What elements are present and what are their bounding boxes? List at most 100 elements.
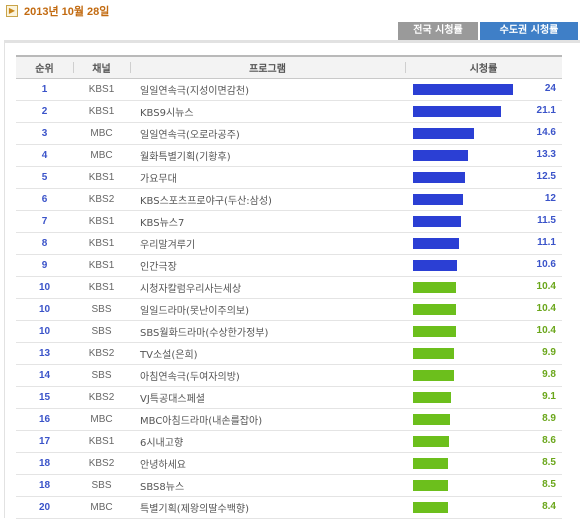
rating-cell: 9.9 [405,342,562,365]
rating-cell: 10.4 [405,298,562,321]
table-row: 5 KBS1 가요무대 12.5 [16,166,562,189]
channel-cell: KBS2 [73,342,130,365]
rating-bar [413,194,463,205]
channel-cell: SBS [73,320,130,343]
rating-cell: 8.5 [405,474,562,497]
rating-cell: 24 [405,78,562,101]
rating-value: 13.3 [536,149,556,160]
program-cell[interactable]: MBC아침드라마(내손를잡아) [130,408,405,431]
rating-cell: 21.1 [405,100,562,123]
table-body: 1 KBS1 일일연속극(지성이면감천) 24 2 KBS1 KBS9시뉴스 21.1 3 MBC… [16,78,562,519]
rank-cell: 3 [16,122,73,145]
rating-bar [413,436,449,447]
program-cell[interactable]: 안녕하세요 [130,452,405,475]
rating-value: 10.6 [536,259,556,270]
program-cell[interactable]: 시청자칼럼우리사는세상 [130,276,405,299]
program-cell[interactable]: 일일연속극(오로라공주) [130,122,405,145]
table-row: 20 MBC 특별기획(제왕의딸수백향) 8.4 [16,496,562,519]
table-row: 13 KBS2 TV소설(은희) 9.9 [16,342,562,365]
program-cell[interactable]: VJ특공대스페셜 [130,386,405,409]
rating-value: 9.8 [542,369,556,380]
rating-value: 10.4 [536,303,556,314]
table-row: 8 KBS1 우리말겨루기 11.1 [16,232,562,255]
rank-cell: 17 [16,430,73,453]
channel-cell: SBS [73,364,130,387]
channel-cell: MBC [73,496,130,519]
rating-bar [413,128,474,139]
column-header-program: 프로그램 [130,55,405,79]
program-cell[interactable]: 인간극장 [130,254,405,277]
program-cell[interactable]: 우리말겨루기 [130,232,405,255]
rank-cell: 18 [16,474,73,497]
rank-cell: 5 [16,166,73,189]
rating-cell: 8.4 [405,496,562,519]
rating-bar [413,414,450,425]
table-row: 10 SBS SBS월화드라마(수상한가정부) 10.4 [16,320,562,343]
program-cell[interactable]: KBS뉴스7 [130,210,405,233]
channel-cell: SBS [73,474,130,497]
program-cell[interactable]: KBS스포츠프로야구(두산:삼성) [130,188,405,211]
program-cell[interactable]: 아침연속극(두여자의방) [130,364,405,387]
program-cell[interactable]: 일일연속극(지성이면감천) [130,78,405,101]
table-row: 1 KBS1 일일연속극(지성이면감천) 24 [16,78,562,101]
rating-cell: 9.8 [405,364,562,387]
rating-cell: 14.6 [405,122,562,145]
table-row: 10 KBS1 시청자칼럼우리사는세상 10.4 [16,276,562,299]
table-row: 15 KBS2 VJ특공대스페셜 9.1 [16,386,562,409]
tab-national-rating[interactable]: 전국 시청률 [398,22,478,40]
rating-value: 21.1 [536,105,556,116]
channel-cell: SBS [73,298,130,321]
tab-capital-rating[interactable]: 수도권 시청률 [480,22,578,40]
rating-value: 24 [544,83,556,94]
rank-cell: 14 [16,364,73,387]
rating-value: 8.5 [542,479,556,490]
rating-cell: 12.5 [405,166,562,189]
program-cell[interactable]: 6시내고향 [130,430,405,453]
channel-cell: KBS2 [73,188,130,211]
rank-cell: 7 [16,210,73,233]
rating-cell: 11.1 [405,232,562,255]
program-cell[interactable]: 일일드라마(못난이주의보) [130,298,405,321]
rating-cell: 12 [405,188,562,211]
column-header-rating: 시청률 [405,55,562,79]
program-cell[interactable]: SBS8뉴스 [130,474,405,497]
rating-cell: 10.4 [405,320,562,343]
program-cell[interactable]: SBS월화드라마(수상한가정부) [130,320,405,343]
table-header-row: 순위 채널 프로그램 시청률 [16,55,562,79]
table-row: 18 SBS SBS8뉴스 8.5 [16,474,562,497]
rating-bar [413,326,456,337]
channel-cell: KBS1 [73,276,130,299]
rating-value: 8.4 [542,501,556,512]
rank-cell: 10 [16,276,73,299]
rank-cell: 10 [16,320,73,343]
channel-cell: KBS2 [73,452,130,475]
rating-bar [413,370,454,381]
table-row: 7 KBS1 KBS뉴스7 11.5 [16,210,562,233]
rank-cell: 4 [16,144,73,167]
channel-cell: KBS1 [73,210,130,233]
channel-cell: KBS2 [73,386,130,409]
rating-value: 10.4 [536,325,556,336]
rank-cell: 18 [16,452,73,475]
channel-cell: KBS1 [73,100,130,123]
rating-tabs: 전국 시청률 수도권 시청률 [398,22,578,40]
rating-bar [413,458,448,469]
rank-cell: 6 [16,188,73,211]
rating-value: 8.9 [542,413,556,424]
rating-value: 11.5 [537,215,556,226]
program-cell[interactable]: 특별기획(제왕의딸수백향) [130,496,405,519]
program-cell[interactable]: 월화특별기획(기황후) [130,144,405,167]
rating-cell: 11.5 [405,210,562,233]
program-cell[interactable]: 가요무대 [130,166,405,189]
table-row: 17 KBS1 6시내고향 8.6 [16,430,562,453]
rating-bar [413,304,456,315]
rating-value: 10.4 [536,281,556,292]
rank-cell: 2 [16,100,73,123]
channel-cell: KBS1 [73,430,130,453]
program-cell[interactable]: TV소설(은희) [130,342,405,365]
column-header-channel: 채널 [73,55,130,79]
program-cell[interactable]: KBS9시뉴스 [130,100,405,123]
rating-bar [413,480,448,491]
rank-cell: 9 [16,254,73,277]
rank-cell: 1 [16,78,73,101]
